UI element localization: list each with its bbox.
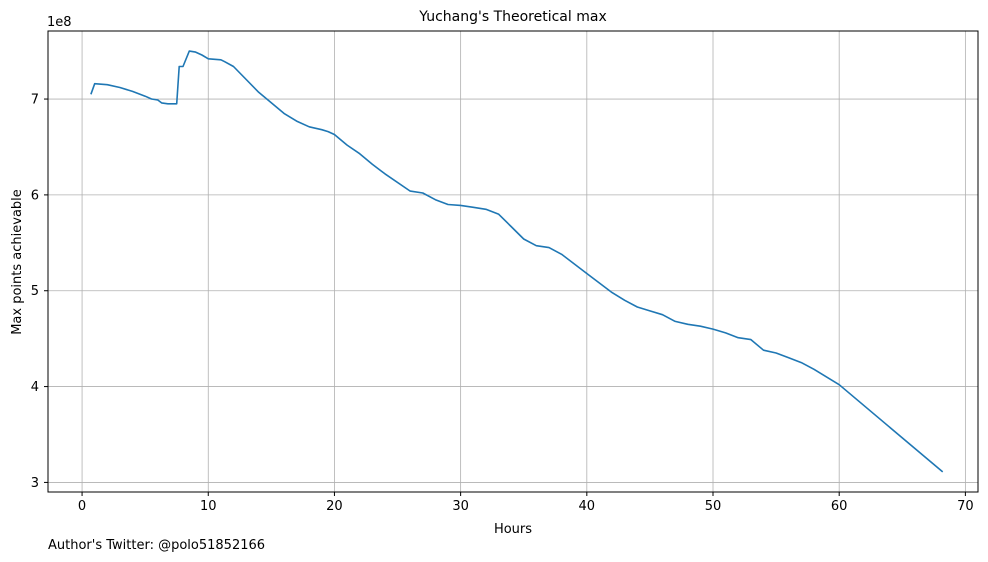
x-tick-label: 30 [452,499,469,514]
x-tick-label: 10 [200,499,217,514]
x-tick-label: 60 [831,499,848,514]
y-axis-offset-label: 1e8 [47,15,72,30]
x-tick-label: 50 [705,499,722,514]
x-axis-label: Hours [494,522,532,537]
axis-ticks: 0 10 20 30 40 50 60 70 3 4 5 6 7 [31,93,974,514]
y-tick-label: 3 [31,476,39,491]
y-tick-label: 7 [31,93,39,108]
x-tick-label: 20 [326,499,343,514]
y-tick-label: 6 [31,188,39,203]
plot-frame [47,30,979,493]
x-tick-label: 70 [957,499,974,514]
x-tick-label: 40 [579,499,596,514]
y-axis-label: Max points achievable [10,189,25,335]
y-tick-label: 5 [31,284,39,299]
x-tick-label: 0 [78,499,86,514]
y-tick-label: 4 [31,380,39,395]
gridlines [48,31,978,492]
chart-title: Yuchang's Theoretical max [418,9,606,25]
data-series [90,50,944,473]
series-line [90,50,944,473]
author-credit: Author's Twitter: @polo51852166 [48,538,266,553]
